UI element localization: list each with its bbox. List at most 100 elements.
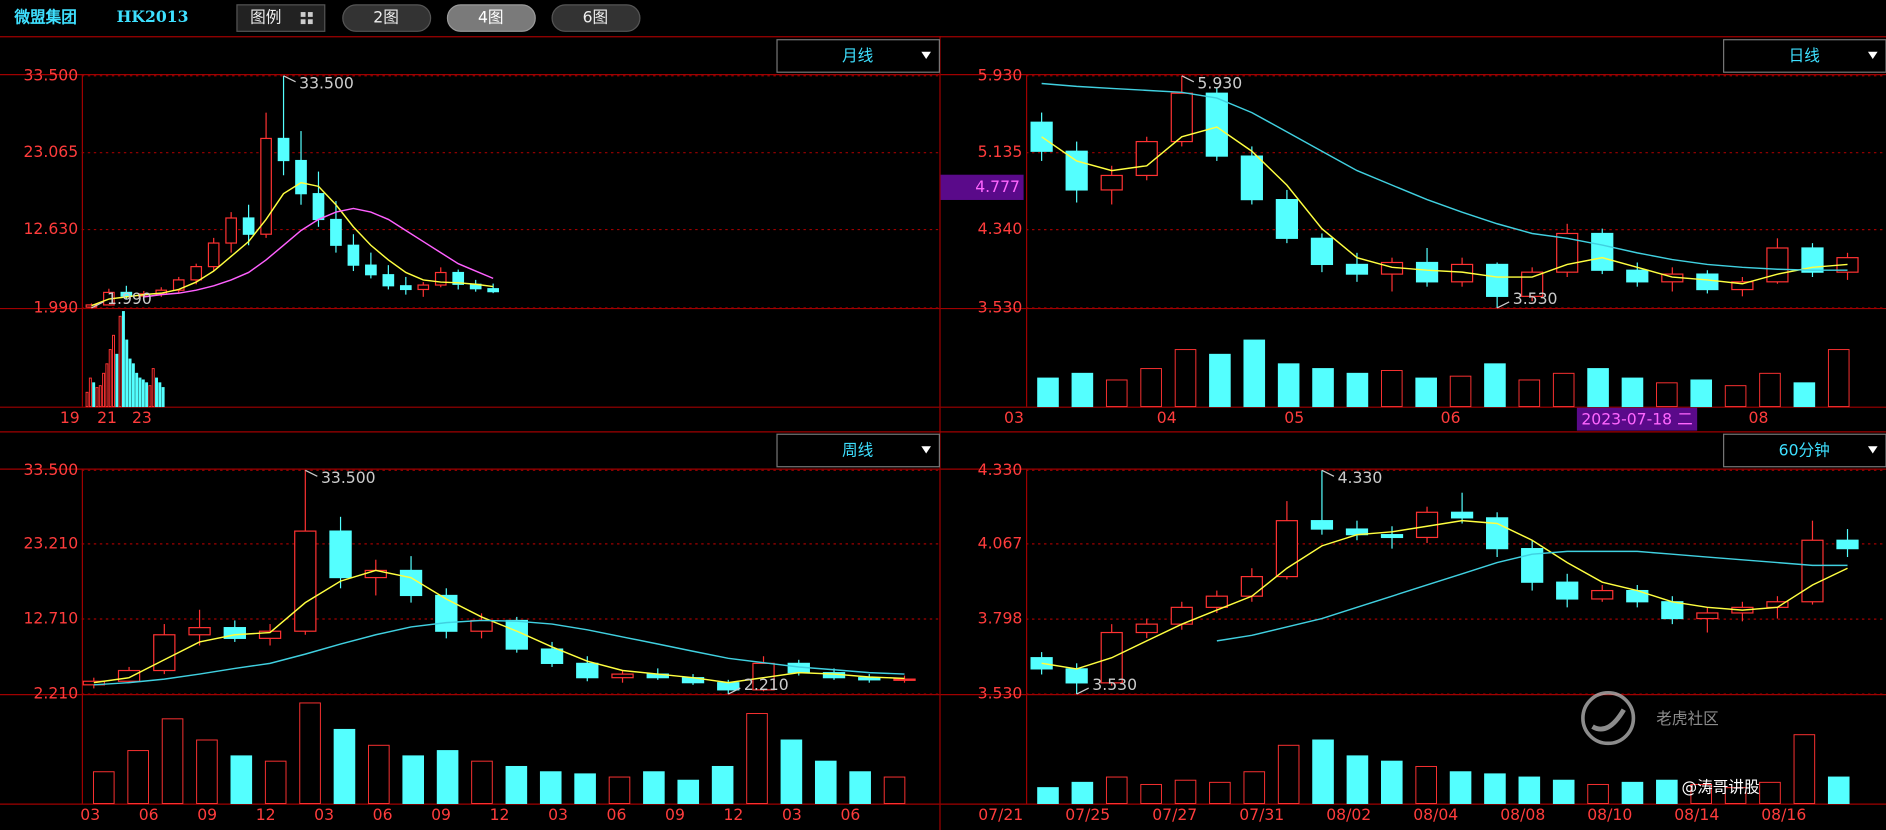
- annotation-pointer: [1181, 75, 1195, 83]
- annotation-label: 33.500: [321, 468, 376, 487]
- volume-bar: [1827, 349, 1850, 408]
- volume-bar: [368, 744, 390, 804]
- x-tick-label: 08/08: [1500, 805, 1545, 824]
- candle-body: [399, 285, 412, 291]
- volume-bar: [1037, 377, 1059, 408]
- layout-button[interactable]: [342, 4, 432, 32]
- volume-bar: [264, 760, 287, 804]
- candle-body: [1486, 263, 1509, 297]
- watermark: 老虎社区: [1581, 691, 1719, 746]
- candle-body: [258, 630, 282, 639]
- volume-bar: [505, 765, 528, 804]
- watermark-icon: [1581, 691, 1636, 746]
- x-tick-label: 08/02: [1326, 805, 1371, 824]
- button-label: 6图: [583, 8, 609, 27]
- candle-body: [260, 137, 272, 235]
- candle-body: [1275, 199, 1299, 239]
- y-tick-label: 23.065: [23, 142, 78, 161]
- volume-bar: [677, 779, 700, 804]
- y-tick-label: 12.710: [23, 608, 78, 627]
- volume-bar: [1312, 368, 1334, 408]
- moving-average: [1041, 126, 1848, 285]
- volume-bar: [402, 755, 425, 804]
- volume-bar: [1656, 779, 1678, 804]
- period-dropdown[interactable]: [1723, 39, 1886, 73]
- y-tick-label: 4.067: [978, 533, 1023, 552]
- volume-bar: [780, 739, 803, 804]
- candle-body: [330, 218, 342, 246]
- volume-bar: [1346, 372, 1369, 408]
- volume-bar: [1037, 787, 1059, 804]
- volume-bar: [196, 739, 218, 804]
- annotation-label: 33.500: [299, 74, 354, 93]
- annotation-pointer: [305, 469, 318, 477]
- y-tick-label: 4.330: [978, 460, 1023, 479]
- moving-average: [1041, 82, 1848, 271]
- button-label: 4图: [478, 8, 504, 27]
- candle-body: [1205, 92, 1228, 157]
- volume-bar: [1690, 379, 1713, 408]
- candle-body: [717, 682, 740, 691]
- crosshair-date: 2023-07-18 二: [1581, 409, 1692, 428]
- candle-body: [452, 271, 465, 285]
- volume-bar: [1587, 368, 1609, 408]
- candle-body: [225, 217, 237, 244]
- y-tick-label: 2.210: [33, 684, 78, 703]
- volume-bar: [131, 363, 135, 408]
- volume-bar: [1621, 781, 1644, 804]
- legend-button[interactable]: [236, 4, 326, 32]
- period-dropdown[interactable]: [1723, 433, 1886, 468]
- layout-button[interactable]: [551, 4, 641, 32]
- candle-body: [329, 530, 352, 579]
- candle-body: [312, 193, 325, 221]
- x-tick-label: 07/31: [1239, 805, 1284, 824]
- candle-body: [82, 680, 105, 686]
- y-tick-label: 33.500: [23, 460, 78, 479]
- candle-body: [1240, 575, 1263, 597]
- period-dropdown[interactable]: [776, 433, 940, 468]
- x-tick-label: 06: [607, 805, 627, 824]
- volume-bar: [1449, 375, 1472, 408]
- y-tick-label: 5.135: [978, 142, 1023, 161]
- watermark-icon-stripe: [1591, 708, 1626, 732]
- y-tick-label: 33.500: [23, 65, 78, 84]
- crosshair-date-box: [1576, 407, 1698, 431]
- volume-bar: [1071, 372, 1094, 408]
- volume-bar: [643, 771, 665, 804]
- volume-bar: [1690, 783, 1713, 804]
- candle-body: [1100, 174, 1123, 191]
- period-dropdown[interactable]: [776, 39, 940, 73]
- x-tick-label: 03: [548, 805, 568, 824]
- volume-bar: [1415, 377, 1437, 408]
- candle-body: [1661, 601, 1684, 620]
- annotation-label: 3.530: [1513, 289, 1558, 308]
- volume-bar: [135, 372, 139, 408]
- volume-bar: [436, 750, 459, 804]
- volume-bar: [118, 315, 122, 408]
- layout-button-selected[interactable]: [446, 4, 536, 32]
- candle-body: [1065, 150, 1088, 191]
- period-label: 月线: [842, 46, 874, 65]
- volume-bar: [1827, 776, 1850, 804]
- volume-bar: [161, 718, 184, 804]
- annotation-label: 4.330: [1338, 468, 1383, 487]
- candle-body: [1591, 589, 1614, 600]
- candle-body: [1696, 612, 1719, 620]
- candle-body: [1801, 539, 1824, 603]
- x-tick-label: 03: [782, 805, 802, 824]
- candle-body: [1415, 261, 1439, 283]
- moving-average: [91, 181, 494, 307]
- candle-body: [1310, 520, 1334, 530]
- candle-body: [893, 678, 916, 681]
- candle-body: [470, 619, 493, 632]
- x-tick-label: 09: [431, 805, 451, 824]
- y-tick-label: 4.340: [978, 219, 1023, 238]
- volume-bar: [127, 750, 149, 804]
- y-tick-label: 3.530: [978, 297, 1023, 316]
- volume-bar: [95, 387, 99, 408]
- y-tick-label: 23.210: [23, 533, 78, 552]
- x-tick-label: 08/10: [1587, 805, 1632, 824]
- x-tick-label: 03: [314, 805, 334, 824]
